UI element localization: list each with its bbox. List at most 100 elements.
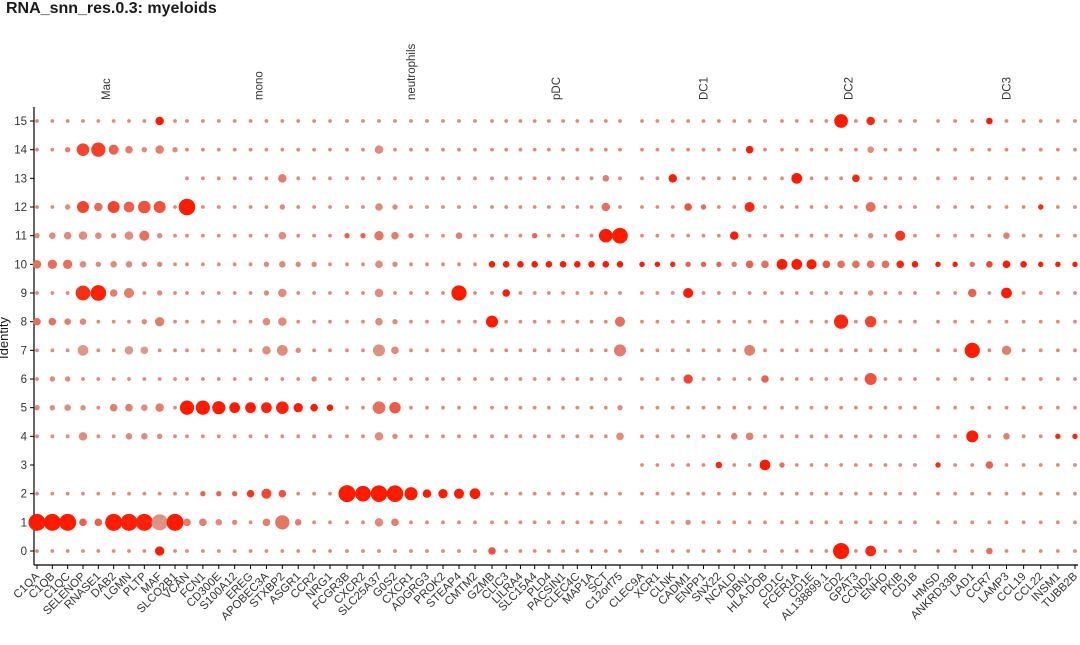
dot [936, 549, 940, 553]
dot [670, 377, 675, 381]
dot [96, 405, 101, 410]
dot [853, 205, 858, 209]
dot [79, 261, 87, 268]
dot [1002, 260, 1011, 269]
dot [794, 291, 799, 295]
dot [953, 176, 958, 181]
dot [1073, 147, 1077, 152]
dot [701, 147, 706, 152]
dot [155, 317, 165, 327]
dot [913, 319, 917, 324]
dot [504, 377, 509, 381]
panel-dc3: DC3HMSDANKRD33BLAD1CCR7LAMP3CCL19CCL22IN… [909, 77, 1080, 622]
dot [264, 119, 269, 123]
dot [839, 434, 844, 439]
dot [640, 205, 644, 209]
dot [457, 176, 461, 181]
dot [809, 319, 814, 324]
dot [824, 377, 829, 381]
dot [761, 260, 769, 269]
dot [345, 319, 349, 324]
dot [686, 147, 691, 152]
dot [794, 463, 799, 467]
dot [898, 377, 903, 381]
dot [868, 176, 873, 181]
dot [279, 261, 286, 268]
dot [603, 434, 608, 439]
dot [120, 513, 138, 531]
dot [138, 200, 151, 214]
dot [532, 119, 537, 123]
dot [640, 291, 644, 295]
dot [867, 290, 874, 296]
dot [328, 291, 332, 295]
dot [312, 348, 317, 353]
dot [65, 491, 70, 496]
dot [328, 205, 332, 209]
dot [312, 491, 317, 496]
dot [374, 518, 384, 527]
dot [618, 491, 622, 496]
dot [361, 119, 365, 123]
dot [296, 147, 301, 152]
dot [864, 372, 877, 386]
dot [1055, 119, 1060, 123]
dot [780, 291, 784, 295]
y-tick-label: 8 [21, 317, 27, 329]
dot [655, 291, 660, 295]
dot [155, 116, 164, 126]
dot [81, 549, 85, 553]
dot [453, 488, 465, 499]
dot [232, 176, 237, 181]
dot [393, 291, 397, 295]
dot [640, 405, 644, 410]
dot [987, 205, 992, 209]
dot [361, 291, 365, 295]
dot [1021, 491, 1026, 496]
dot [280, 549, 285, 553]
dot [441, 377, 445, 381]
dot [1073, 491, 1077, 496]
dot [589, 176, 594, 181]
dot [1021, 147, 1026, 152]
dot [970, 233, 975, 238]
dot [1038, 348, 1043, 353]
dot [1004, 119, 1009, 123]
dot [603, 147, 608, 152]
dot [970, 205, 975, 209]
dot [504, 119, 509, 123]
dot [546, 549, 551, 553]
dot [125, 433, 133, 440]
dot [216, 549, 221, 553]
dot [732, 176, 737, 181]
dot [898, 319, 903, 324]
dot [345, 434, 349, 439]
dot [561, 348, 566, 353]
dot [311, 261, 317, 268]
dot [986, 261, 993, 268]
dot [913, 176, 917, 181]
dot [603, 491, 608, 496]
dot [127, 119, 131, 123]
dot [716, 261, 722, 268]
dot [833, 542, 850, 560]
dot [96, 434, 101, 439]
dot [839, 491, 844, 496]
dot [561, 147, 566, 152]
dot [1038, 233, 1043, 238]
dot [1055, 205, 1060, 209]
dot [473, 176, 477, 181]
dot [1072, 433, 1078, 440]
dot [824, 463, 829, 467]
dot [532, 520, 537, 525]
dot [546, 348, 551, 353]
dot [393, 147, 397, 152]
dot [794, 549, 799, 553]
dot [312, 549, 317, 553]
dot [822, 260, 831, 269]
dot [392, 433, 398, 440]
dot [780, 491, 784, 496]
dot [839, 348, 844, 353]
dot [1038, 176, 1043, 181]
dot [111, 319, 116, 324]
